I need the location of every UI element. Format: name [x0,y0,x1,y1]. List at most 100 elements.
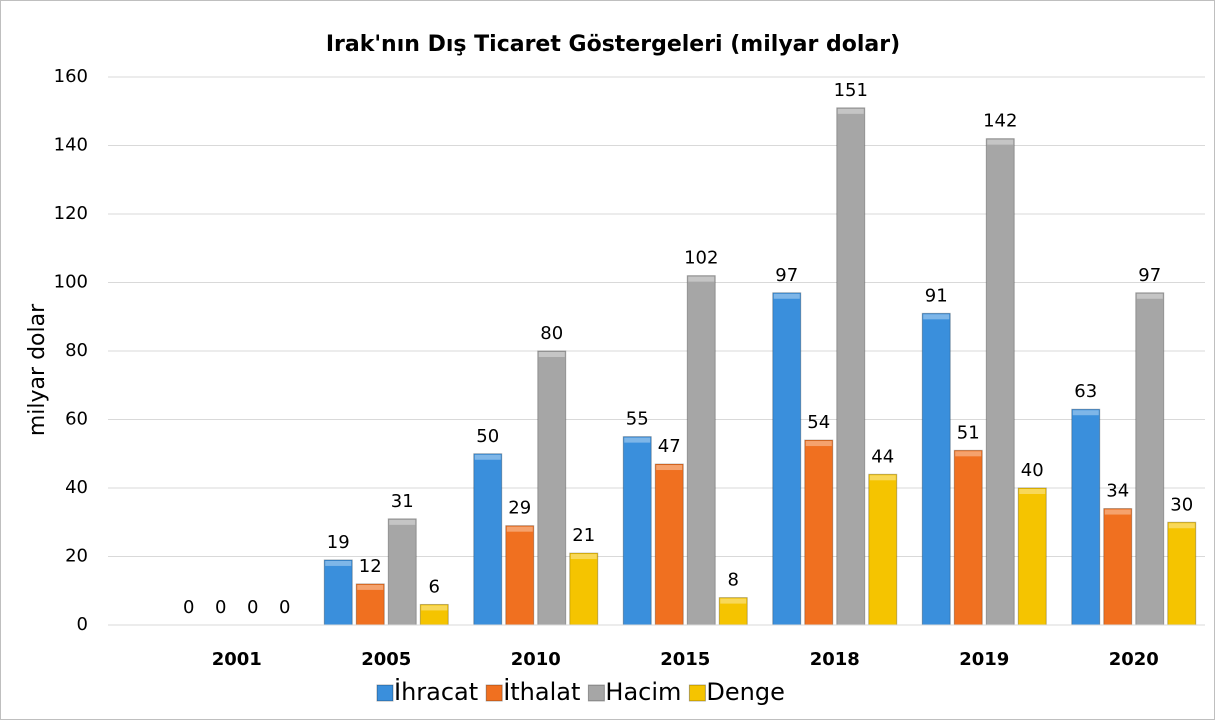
data-label: 0 [183,597,194,618]
bar [569,552,599,626]
bar [622,436,652,626]
data-label: 40 [1021,460,1044,481]
data-label: 151 [834,80,868,101]
bar [1167,521,1197,626]
bar [1135,292,1165,626]
data-label: 80 [540,323,563,344]
bar-bevel [805,441,832,447]
bar [323,559,353,626]
data-label: 6 [429,576,440,597]
data-label: 44 [871,446,894,467]
data-label: 50 [476,426,499,447]
data-label: 0 [215,597,226,618]
bar-bevel [923,314,950,320]
bar [985,138,1015,626]
y-tick-label: 0 [77,614,88,635]
chart-title: Irak'nın Dış Ticaret Göstergeleri (milya… [326,32,900,57]
data-label: 47 [658,436,681,457]
bar [686,275,716,626]
x-tick-label: 2001 [212,649,262,670]
bar [1017,487,1047,626]
legend-swatch [376,684,394,702]
data-label: 55 [626,409,649,430]
bar [868,473,898,626]
x-tick-label: 2015 [660,649,710,670]
bar-bevel [506,526,533,532]
y-tick-label: 40 [65,477,88,498]
bar [772,292,802,626]
data-label: 63 [1074,381,1097,402]
legend-swatch [485,684,503,702]
data-label: 0 [279,597,290,618]
data-label: 54 [807,412,830,433]
bar-bevel [837,108,864,114]
bar-bevel [325,560,352,566]
bar [836,107,866,626]
bar [1071,408,1101,626]
bar-bevel [773,293,800,299]
bar [355,583,385,626]
legend-label: İhracat [394,677,478,706]
x-tick-label: 2018 [810,649,860,670]
bar [654,463,684,626]
bar-bevel [1019,489,1046,494]
bar-bevel [720,598,747,604]
x-tick-label: 2020 [1109,649,1159,670]
bar-bevel [1168,523,1195,529]
y-tick-label: 160 [54,66,88,87]
data-label: 102 [684,248,718,269]
y-tick-label: 80 [65,340,88,361]
data-label: 34 [1106,481,1129,502]
legend-swatch [587,684,605,702]
data-label: 31 [391,491,414,512]
bar-bevel [1104,509,1131,515]
bar-bevel [656,465,683,471]
y-tick-label: 100 [54,272,88,293]
data-label: 51 [957,422,980,443]
x-tick-label: 2005 [361,649,411,670]
y-tick-label: 60 [65,409,88,430]
bar-bevel [389,519,416,525]
bar-bevel [955,451,982,457]
data-label: 97 [1138,265,1161,286]
x-tick-label: 2010 [511,649,561,670]
data-label: 97 [775,265,798,286]
legend-label: Hacim [605,678,681,706]
legend-label: İthalat [503,677,580,706]
bar [1103,508,1133,626]
bar [804,439,834,626]
bar [718,597,748,626]
bar-bevel [538,352,565,357]
bar [387,518,417,626]
y-tick-label: 120 [54,203,88,224]
data-label: 21 [572,525,595,546]
bar-bevel [869,475,896,481]
legend-swatch [688,684,706,702]
data-label: 30 [1170,494,1193,515]
y-tick-label: 140 [54,135,88,156]
data-label: 12 [359,556,382,577]
bar-bevel [987,139,1014,145]
bar-bevel [474,454,501,460]
data-label: 19 [327,532,350,553]
bar [537,350,567,626]
bar-bevel [357,584,384,590]
x-tick-label: 2019 [959,649,1009,670]
y-axis-label: milyar dolar [25,303,50,436]
data-label: 142 [983,111,1017,132]
y-tick-label: 20 [65,546,88,567]
bar [921,312,951,626]
bar-bevel [1072,410,1099,416]
bar-bevel [1136,293,1163,299]
bar [505,525,535,626]
bar-bevel [688,276,715,282]
bar-bevel [421,605,448,611]
legend-label: Denge [706,678,784,706]
data-label: 29 [508,498,531,519]
bar [473,453,503,626]
data-label: 91 [925,285,948,306]
data-label: 0 [247,597,258,618]
bar-bevel [570,554,597,560]
bar [953,449,983,626]
